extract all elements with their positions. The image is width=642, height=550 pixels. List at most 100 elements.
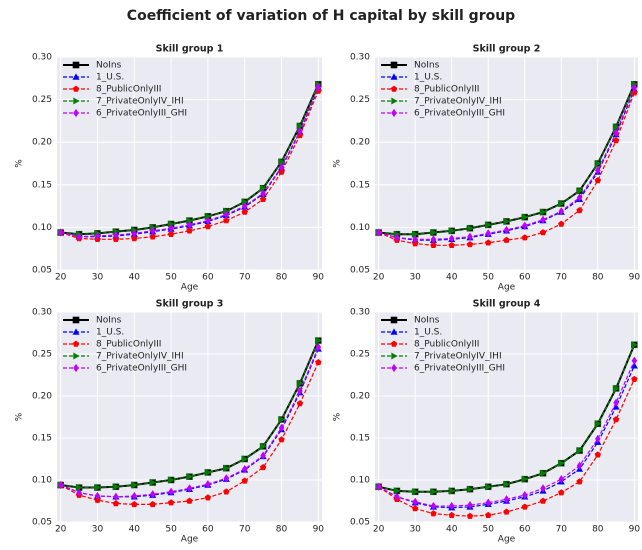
data-point (296, 400, 304, 407)
data-point (76, 232, 82, 241)
data-point (467, 501, 473, 510)
data-point (113, 492, 119, 501)
legend-marker (72, 85, 80, 92)
data-point (186, 497, 193, 504)
legend-marker (390, 73, 398, 80)
y-tick-label: 0.05 (350, 518, 370, 528)
series-line (60, 86, 319, 238)
data-point (467, 485, 474, 493)
data-point (223, 488, 230, 495)
data-point (242, 455, 249, 463)
series-line (60, 90, 319, 240)
data-point (449, 227, 456, 235)
data-point (168, 476, 175, 484)
data-point (186, 220, 193, 229)
data-point (595, 166, 601, 175)
data-point (503, 480, 511, 488)
data-point (57, 480, 64, 490)
x-tick-label: 20 (55, 273, 67, 283)
data-point (485, 511, 492, 519)
data-point (449, 487, 456, 495)
data-point (259, 195, 267, 203)
data-point (540, 484, 546, 493)
data-point (394, 487, 401, 495)
legend-marker (73, 97, 80, 105)
legend-label: NoIns (96, 61, 122, 71)
data-point (241, 464, 248, 474)
data-point (430, 235, 437, 244)
legend-marker (73, 352, 80, 360)
legend-label: 7_PrivateOnlyIV_IHI (414, 97, 502, 107)
data-point (448, 501, 455, 511)
data-point (57, 228, 64, 237)
data-point (186, 484, 193, 493)
legend-marker (73, 363, 79, 373)
x-tick-label: 40 (129, 273, 141, 283)
x-tick-label: 60 (519, 525, 531, 535)
legend-marker (390, 316, 398, 324)
data-point (503, 495, 510, 504)
legend-marker (391, 108, 397, 118)
legend-label: 6_PrivateOnlyIII_GHI (414, 109, 505, 119)
y-tick-label: 0.20 (32, 392, 52, 402)
legend-label: NoIns (96, 316, 122, 326)
legend-marker (390, 85, 398, 92)
data-point (631, 375, 638, 382)
data-point (315, 359, 322, 366)
legend-marker (72, 328, 80, 335)
x-tick-label: 40 (129, 525, 141, 535)
data-point (149, 479, 157, 487)
data-point (260, 189, 266, 198)
data-point (558, 459, 565, 467)
data-point (631, 83, 638, 92)
legend-marker (72, 73, 80, 80)
x-tick-label: 60 (202, 273, 214, 283)
y-axis-label: % (15, 159, 25, 168)
data-point (522, 475, 529, 483)
data-point (205, 468, 212, 476)
legend-label: 7_PrivateOnlyIV_IHI (414, 352, 502, 362)
legend-label: 7_PrivateOnlyIV_IHI (96, 352, 184, 362)
legend-label: 6_PrivateOnlyIII_GHI (96, 109, 187, 119)
legend-marker (390, 340, 398, 347)
data-point (631, 356, 638, 365)
data-point (540, 208, 547, 216)
data-point (259, 464, 267, 471)
data-point (412, 488, 419, 496)
series-line (378, 92, 635, 246)
data-point (375, 228, 382, 237)
y-tick-label: 0.10 (32, 223, 52, 233)
data-point (503, 508, 510, 515)
y-tick-label: 0.25 (350, 95, 370, 105)
x-tick-label: 90 (629, 525, 641, 535)
data-point (430, 229, 438, 237)
x-tick-label: 40 (446, 273, 458, 283)
data-point (223, 474, 230, 483)
data-point (576, 447, 584, 455)
y-tick-label: 0.30 (32, 53, 52, 63)
data-point (430, 241, 437, 249)
legend-label: 7_PrivateOnlyIV_IHI (96, 97, 184, 107)
x-tick-label: 40 (446, 525, 458, 535)
data-point (412, 235, 418, 244)
x-tick-label: 90 (313, 273, 325, 283)
data-point (94, 491, 101, 501)
data-point (315, 337, 322, 345)
data-point (223, 210, 230, 219)
data-point (260, 451, 266, 460)
legend-label: 8_PublicOnlyIII (96, 340, 161, 350)
chart-title: Coefficient of variation of H capital by… (127, 8, 515, 24)
data-point (631, 341, 638, 349)
data-point (204, 494, 212, 501)
data-point (94, 484, 102, 492)
data-point (260, 442, 267, 450)
legend-marker (391, 97, 398, 105)
legend-label: 1_U.S. (414, 73, 442, 83)
legend-marker (390, 328, 398, 335)
data-point (448, 241, 455, 249)
data-point (430, 501, 437, 511)
series-line (60, 347, 319, 498)
data-point (241, 477, 248, 484)
data-point (631, 89, 638, 96)
data-point (485, 221, 492, 229)
